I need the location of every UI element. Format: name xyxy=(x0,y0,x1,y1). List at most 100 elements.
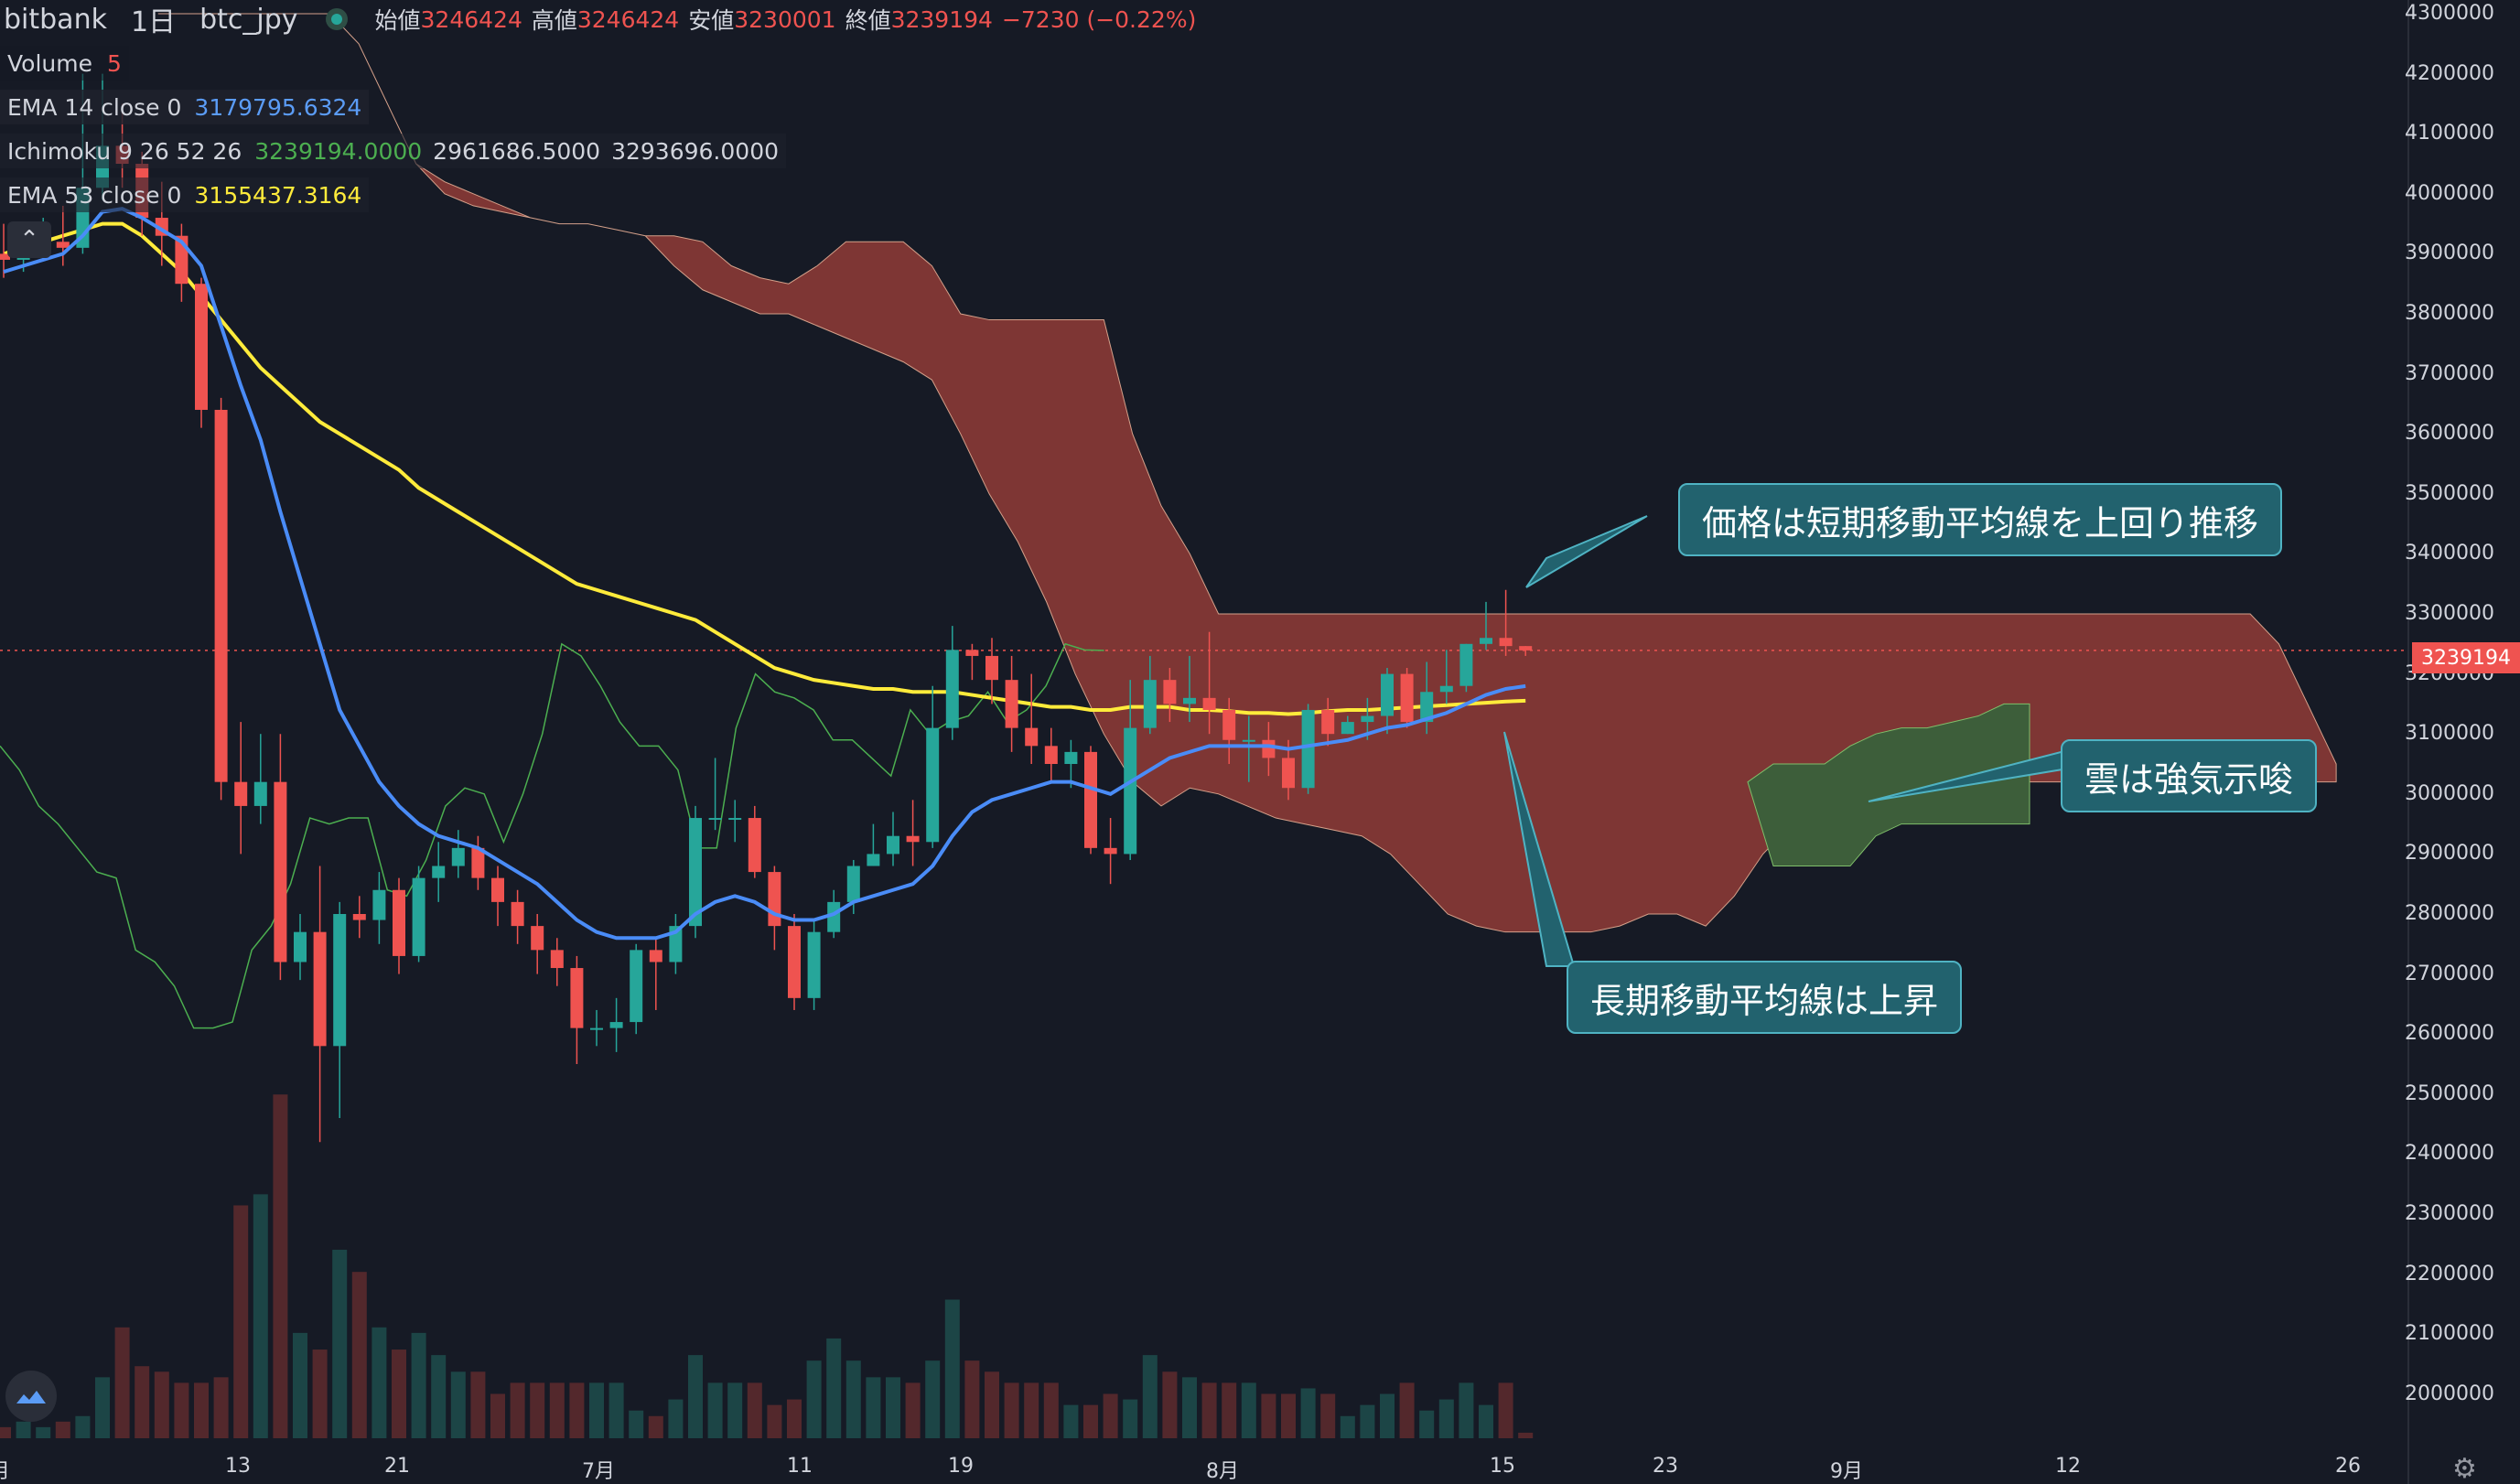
change-value: −7230 (−0.22%) xyxy=(1001,5,1197,33)
price-tick-label: 2500000 xyxy=(2405,1081,2494,1105)
ichimoku-value-1: 3239194.0000 xyxy=(254,137,423,165)
volume-bar xyxy=(1083,1404,1098,1438)
candle-body xyxy=(451,847,465,866)
volume-bar xyxy=(431,1355,447,1438)
candle-body xyxy=(1519,646,1533,651)
candle-body xyxy=(669,926,683,962)
candle-body xyxy=(1381,673,1394,716)
volume-bar xyxy=(1459,1382,1474,1438)
volume-bars xyxy=(0,1094,1534,1438)
ichimoku-legend[interactable]: Ichimoku 9 26 52 26 3239194.0000 2961686.5… xyxy=(0,134,787,168)
symbol-header[interactable]: bitbank 1日 btc_jpy 始値 3246424 高値 3246424 安… xyxy=(4,2,1197,39)
high-value: 3246424 xyxy=(576,5,680,33)
volume-bar xyxy=(944,1299,960,1438)
legend-collapse-button[interactable]: ⌃ xyxy=(7,221,51,258)
price-tick-label: 3000000 xyxy=(2405,781,2494,805)
candle-body xyxy=(1361,715,1374,723)
volume-bar xyxy=(1518,1432,1534,1438)
volume-bar xyxy=(312,1350,328,1438)
volume-bar xyxy=(332,1249,348,1438)
candle-body xyxy=(432,866,446,878)
price-tick-label: 3100000 xyxy=(2405,722,2494,746)
market-status-icon xyxy=(325,8,348,30)
volume-bar xyxy=(1438,1399,1454,1438)
candle-body xyxy=(708,818,722,821)
volume-bar xyxy=(490,1393,505,1438)
candle-body xyxy=(649,950,662,962)
candle-body xyxy=(294,931,307,962)
candle-body xyxy=(1044,746,1058,764)
time-tick-label: 15 xyxy=(1490,1455,1515,1478)
volume-bar xyxy=(985,1371,999,1438)
price-tick-label: 2300000 xyxy=(2405,1202,2494,1225)
volume-bar xyxy=(806,1360,822,1438)
volume-bar xyxy=(747,1382,762,1438)
volume-bar xyxy=(95,1377,110,1438)
volume-label: Volume xyxy=(7,49,92,77)
volume-bar xyxy=(392,1350,406,1438)
volume-bar xyxy=(510,1382,525,1438)
volume-bar xyxy=(1479,1404,1493,1438)
candle-body xyxy=(630,950,643,1023)
candle-body xyxy=(1321,709,1335,735)
ema14-value: 3179795.6324 xyxy=(194,93,362,121)
volume-bar xyxy=(1182,1377,1197,1438)
time-tick-label: 19 xyxy=(948,1455,974,1478)
ichimoku-value-3: 3293696.0000 xyxy=(611,137,780,165)
candle-body xyxy=(1262,739,1276,758)
volume-bar xyxy=(1024,1382,1039,1438)
volume-bar xyxy=(1399,1382,1415,1438)
volume-bar xyxy=(1498,1382,1513,1438)
candle-body xyxy=(471,847,485,878)
price-tick-label: 3300000 xyxy=(2405,602,2494,625)
candle-body xyxy=(56,242,70,248)
volume-bar xyxy=(1063,1404,1079,1438)
candle-body xyxy=(570,968,584,1028)
volume-bar xyxy=(253,1194,268,1438)
gear-icon[interactable]: ⚙ xyxy=(2452,1453,2477,1484)
price-tick-label: 4100000 xyxy=(2405,122,2494,145)
candle-body xyxy=(945,650,959,728)
candle-body xyxy=(748,818,761,873)
candle-body xyxy=(352,914,366,920)
candle-body xyxy=(274,781,287,962)
volume-bar xyxy=(135,1366,150,1438)
volume-bar xyxy=(1360,1404,1375,1438)
volume-bar xyxy=(1241,1382,1256,1438)
ema53-value: 3155437.3164 xyxy=(194,181,362,209)
candle-body xyxy=(1064,751,1078,764)
time-tick-label: 月 xyxy=(0,1455,10,1484)
tradingview-logo-icon[interactable] xyxy=(5,1371,57,1422)
volume-bar xyxy=(608,1382,624,1438)
time-tick-label: 8月 xyxy=(1206,1460,1239,1483)
volume-bar xyxy=(273,1094,288,1438)
callout-arrows xyxy=(1503,515,2069,967)
time-tick-label: 23 xyxy=(1653,1455,1678,1478)
volume-bar xyxy=(55,1421,70,1438)
price-tick-label: 3700000 xyxy=(2405,361,2494,385)
candle-body xyxy=(887,835,899,855)
candle-body xyxy=(214,409,228,782)
volume-bar xyxy=(569,1382,585,1438)
volume-bar xyxy=(648,1415,663,1438)
volume-bar xyxy=(411,1332,426,1438)
volume-bar xyxy=(549,1382,565,1438)
volume-bar xyxy=(450,1371,466,1438)
ema14-legend[interactable]: EMA 14 close 0 3179795.6324 xyxy=(0,90,370,124)
candle-body xyxy=(1025,727,1039,747)
candle-body xyxy=(1420,692,1434,723)
candle-body xyxy=(1282,758,1295,789)
volume-bar xyxy=(866,1377,881,1438)
volume-legend[interactable]: Volume 5 xyxy=(0,46,129,81)
ichimoku-label: Ichimoku 9 26 52 26 xyxy=(7,137,242,165)
volume-bar xyxy=(233,1205,249,1438)
volume-bar xyxy=(1380,1393,1395,1438)
high-label: 高値 xyxy=(531,7,577,34)
candle-body xyxy=(372,889,386,920)
volume-bar xyxy=(668,1399,684,1438)
candle-body xyxy=(867,854,880,866)
interval-label[interactable]: 1日 xyxy=(130,6,177,38)
ema53-legend[interactable]: EMA 53 close 0 3155437.3164 xyxy=(0,177,370,212)
price-tick-label: 2100000 xyxy=(2405,1322,2494,1346)
candle-body xyxy=(728,818,742,821)
